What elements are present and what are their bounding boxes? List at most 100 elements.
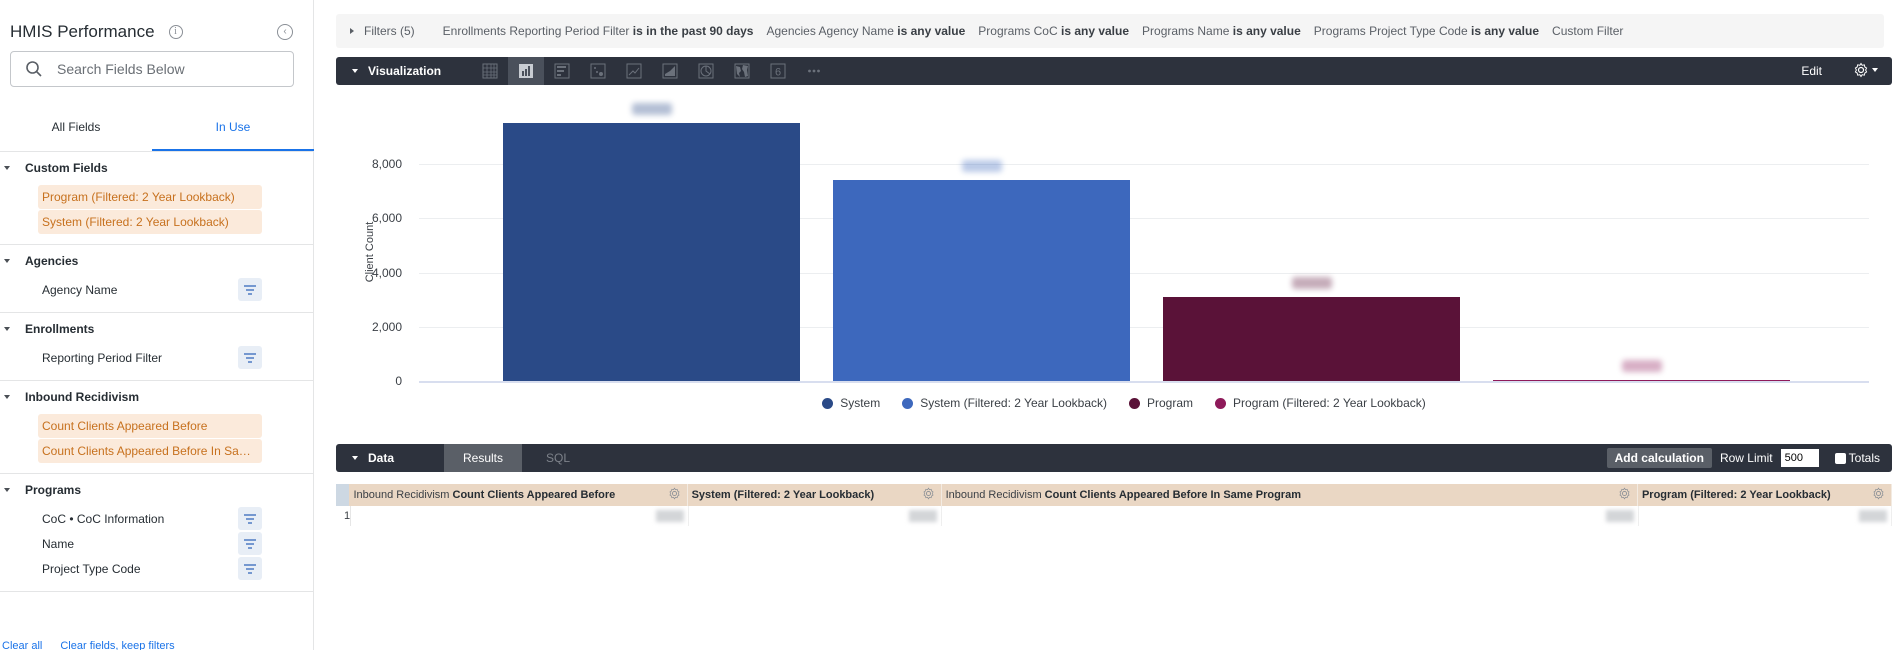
column-header[interactable]: Program (Filtered: 2 Year Lookback) — [1638, 484, 1892, 506]
collapse-caret-icon — [4, 488, 10, 492]
field-item[interactable]: System (Filtered: 2 Year Lookback) — [0, 209, 314, 234]
filter-summary-item[interactable]: Programs Project Type Code is any value — [1314, 24, 1539, 38]
filter-icon[interactable] — [238, 507, 262, 530]
column-chart-icon[interactable] — [508, 57, 544, 85]
group-header[interactable]: Agencies — [0, 245, 314, 277]
group-header[interactable]: Enrollments — [0, 313, 314, 345]
edit-visualization-button[interactable]: Edit — [1801, 64, 1822, 78]
y-tick-label: 2,000 — [371, 319, 402, 334]
field-item[interactable]: Reporting Period Filter — [0, 345, 314, 370]
tab-sql[interactable]: SQL — [545, 451, 570, 465]
field-label[interactable]: Count Clients Appeared Before — [38, 413, 262, 438]
table-cell[interactable] — [689, 506, 942, 526]
bar-chart-icon[interactable] — [544, 57, 580, 85]
column-header[interactable]: Inbound Recidivism Count Clients Appeare… — [942, 484, 1638, 506]
filter-field: Programs CoC — [978, 24, 1058, 38]
pie-chart-icon[interactable] — [688, 57, 724, 85]
gear-icon[interactable] — [922, 487, 935, 503]
field-item[interactable]: Count Clients Appeared Before — [0, 413, 314, 438]
field-label[interactable]: Reporting Period Filter — [42, 350, 163, 365]
bar[interactable] — [1493, 379, 1790, 381]
table-cell[interactable] — [942, 506, 1639, 526]
viz-settings-dropdown[interactable] — [1853, 62, 1878, 78]
line-chart-icon[interactable] — [616, 57, 652, 85]
collapse-caret-icon — [352, 456, 358, 460]
bar[interactable] — [503, 123, 800, 381]
filter-summary-item[interactable]: Programs Name is any value — [1142, 24, 1301, 38]
add-calculation-button[interactable]: Add calculation — [1606, 448, 1712, 468]
search-input[interactable] — [57, 61, 277, 77]
filter-icon[interactable] — [238, 532, 262, 555]
field-label[interactable]: System (Filtered: 2 Year Lookback) — [38, 209, 262, 234]
clear-fields-keep-filters-link[interactable]: Clear fields, keep filters — [60, 640, 175, 650]
field-item[interactable]: Project Type Code — [0, 556, 314, 581]
collapse-caret-icon — [352, 69, 358, 73]
visualization-toggle[interactable]: Visualization — [336, 57, 476, 85]
legend-item[interactable]: Program (Filtered: 2 Year Lookback) — [1215, 396, 1426, 410]
table-cell[interactable] — [1639, 506, 1892, 526]
data-toggle[interactable]: Data — [336, 444, 476, 472]
filter-icon[interactable] — [238, 557, 262, 580]
filter-summary-item[interactable]: Agencies Agency Name is any value — [766, 24, 965, 38]
tab-in-use[interactable]: In Use — [152, 110, 314, 151]
column-header[interactable]: Inbound Recidivism Count Clients Appeare… — [349, 484, 688, 506]
field-item[interactable]: CoC • CoC Information — [0, 506, 314, 531]
gear-icon[interactable] — [1872, 487, 1885, 503]
filter-icon[interactable] — [238, 278, 262, 301]
field-label[interactable]: Count Clients Appeared Before In Sam... — [38, 438, 262, 463]
filters-bar[interactable]: Filters (5) Enrollments Reporting Period… — [336, 14, 1884, 48]
info-icon[interactable]: i — [168, 25, 183, 39]
field-label[interactable]: Name — [42, 536, 75, 551]
filter-summary-item[interactable]: Custom Filter — [1552, 24, 1623, 38]
collapse-sidebar-icon[interactable]: ‹ — [277, 24, 293, 40]
group-header[interactable]: Inbound Recidivism — [0, 381, 314, 413]
filter-operator: is any value — [897, 24, 966, 38]
explore-title: HMIS Performance — [10, 22, 155, 41]
filters-title[interactable]: Filters (5) — [364, 24, 415, 38]
table-header: Inbound Recidivism Count Clients Appeare… — [336, 484, 1892, 506]
bar[interactable] — [833, 180, 1130, 381]
totals-checkbox[interactable] — [1834, 452, 1846, 464]
field-item[interactable]: Program (Filtered: 2 Year Lookback) — [0, 184, 314, 209]
tab-all-fields[interactable]: All Fields — [51, 120, 101, 134]
legend-item[interactable]: Program — [1129, 396, 1193, 410]
row-limit-input[interactable] — [1780, 449, 1819, 467]
filter-summary-item[interactable]: Enrollments Reporting Period Filter is i… — [443, 24, 754, 38]
bar[interactable] — [1163, 296, 1460, 381]
gridline — [419, 218, 1869, 220]
field-label[interactable]: CoC • CoC Information — [42, 511, 165, 526]
tab-results[interactable]: Results — [444, 444, 522, 472]
legend-dot-icon — [822, 397, 834, 409]
filter-icon[interactable] — [238, 346, 262, 369]
gear-icon[interactable] — [668, 487, 681, 503]
field-label[interactable]: Program (Filtered: 2 Year Lookback) — [38, 184, 262, 209]
table-cell[interactable] — [351, 506, 689, 526]
area-chart-icon[interactable] — [652, 57, 688, 85]
scatter-icon[interactable] — [580, 57, 616, 85]
map-icon[interactable] — [724, 57, 760, 85]
field-item[interactable]: Agency Name — [0, 277, 314, 302]
table-icon[interactable] — [472, 57, 508, 85]
collapse-caret-icon — [4, 166, 10, 170]
expand-filters-icon[interactable] — [350, 28, 354, 34]
legend-item[interactable]: System — [822, 396, 880, 410]
totals-toggle[interactable]: Totals — [1834, 451, 1880, 465]
column-header[interactable]: System (Filtered: 2 Year Lookback) — [688, 484, 942, 506]
field-label[interactable]: Project Type Code — [42, 561, 141, 576]
single-value-icon[interactable]: 6 — [760, 57, 796, 85]
legend-item[interactable]: System (Filtered: 2 Year Lookback) — [902, 396, 1107, 410]
field-label[interactable]: Agency Name — [42, 282, 118, 297]
filter-summary-item[interactable]: Programs CoC is any value — [978, 24, 1129, 38]
gear-icon[interactable] — [1618, 487, 1631, 503]
group-header[interactable]: Programs — [0, 474, 314, 506]
more-icon[interactable] — [796, 57, 832, 85]
visualization-title: Visualization — [368, 64, 442, 78]
field-item[interactable]: Count Clients Appeared Before In Sam... — [0, 438, 314, 463]
search-fields[interactable] — [10, 51, 294, 87]
clear-all-link[interactable]: Clear all — [2, 640, 43, 650]
table-row: 1 — [336, 506, 1892, 526]
filter-operator: is any value — [1470, 24, 1540, 38]
group-header[interactable]: Custom Fields — [0, 152, 314, 184]
explore-main: Filters (5) Enrollments Reporting Period… — [314, 0, 1892, 650]
field-item[interactable]: Name — [0, 531, 314, 556]
